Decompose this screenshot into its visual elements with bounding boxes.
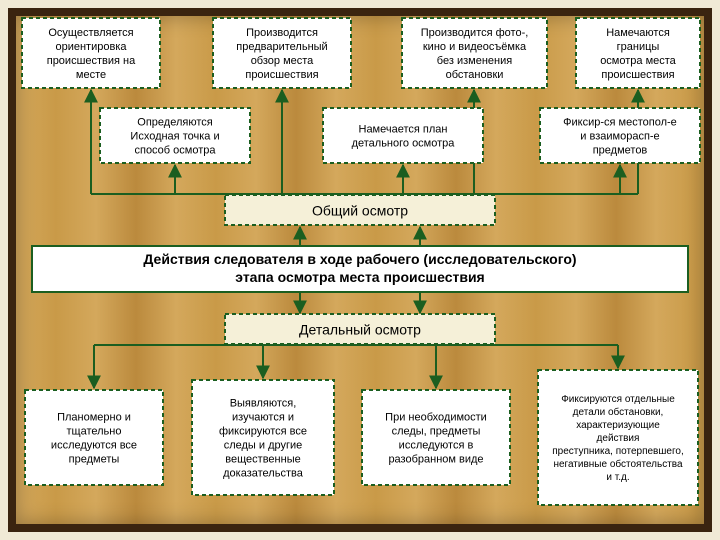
svg-text:предметов: предметов xyxy=(593,145,648,157)
svg-text:Исходная точка и: Исходная точка и xyxy=(130,131,219,143)
svg-text:Намечается план: Намечается план xyxy=(359,124,448,136)
svg-text:ориентировка: ориентировка xyxy=(55,41,127,53)
svg-text:обстановки: обстановки xyxy=(446,69,504,81)
svg-text:способ осмотра: способ осмотра xyxy=(134,145,216,157)
svg-text:Выявляются,: Выявляются, xyxy=(230,398,297,410)
svg-text:изучаются и: изучаются и xyxy=(232,412,294,424)
svg-text:обзор места: обзор места xyxy=(251,55,314,67)
svg-text:предметы: предметы xyxy=(69,454,120,466)
svg-text:Производится фото-,: Производится фото-, xyxy=(421,27,529,39)
svg-text:детали обстановки,: детали обстановки, xyxy=(573,406,664,418)
svg-text:исследуются в: исследуются в xyxy=(399,440,474,452)
svg-text:Намечаются: Намечаются xyxy=(606,27,670,39)
svg-text:характеризующие: характеризующие xyxy=(576,420,660,431)
svg-text:исследуются все: исследуются все xyxy=(51,440,137,452)
svg-text:происшествия: происшествия xyxy=(245,69,318,81)
svg-text:Общий осмотр: Общий осмотр xyxy=(312,203,408,219)
flowchart: Осуществляется ориентировка происшествия н… xyxy=(0,0,720,540)
svg-text:разобранном виде: разобранном виде xyxy=(388,454,483,466)
svg-text:месте: месте xyxy=(76,69,106,81)
svg-text:тщательно: тщательно xyxy=(67,426,122,438)
svg-text:детального осмотра: детального осмотра xyxy=(352,138,456,150)
svg-text:Фиксируются отдельные: Фиксируются отдельные xyxy=(561,394,675,405)
svg-text:Действия следователя в ходе ра: Действия следователя в ходе рабочего (ис… xyxy=(143,251,576,267)
svg-text:происшествия: происшествия xyxy=(601,69,674,81)
svg-text:предварительный: предварительный xyxy=(236,41,327,53)
svg-text:Осуществляется: Осуществляется xyxy=(48,27,133,39)
svg-text:действия: действия xyxy=(597,433,640,444)
svg-text:Производится: Производится xyxy=(246,27,318,39)
svg-text:доказательства: доказательства xyxy=(223,468,304,480)
svg-text:происшествия на: происшествия на xyxy=(47,55,136,67)
svg-text:и взаиморасп-е: и взаиморасп-е xyxy=(580,131,659,143)
svg-text:осмотра места: осмотра места xyxy=(600,55,676,67)
svg-text:и т.д.: и т.д. xyxy=(606,472,629,483)
svg-text:Определяются: Определяются xyxy=(137,117,212,129)
svg-text:границы: границы xyxy=(617,41,660,53)
svg-text:следы, предметы: следы, предметы xyxy=(392,426,481,438)
svg-text:Фиксир-ся местопол-е: Фиксир-ся местопол-е xyxy=(563,117,677,129)
svg-text:фиксируются все: фиксируются все xyxy=(219,426,307,438)
svg-text:преступника, потерпевшего,: преступника, потерпевшего, xyxy=(552,446,683,457)
svg-text:Планомерно и: Планомерно и xyxy=(57,412,131,424)
svg-text:негативные обстоятельства: негативные обстоятельства xyxy=(553,458,683,470)
svg-text:следы и другие: следы и другие xyxy=(224,440,303,452)
svg-text:вещественные: вещественные xyxy=(225,454,300,466)
svg-text:Детальный осмотр: Детальный осмотр xyxy=(299,322,421,338)
svg-text:без изменения: без изменения xyxy=(437,55,512,67)
svg-text:кино и видеосъёмка: кино и видеосъёмка xyxy=(423,41,527,53)
svg-text:При необходимости: При необходимости xyxy=(385,412,487,424)
svg-text:этапа осмотра места происшеств: этапа осмотра места происшествия xyxy=(235,269,484,285)
